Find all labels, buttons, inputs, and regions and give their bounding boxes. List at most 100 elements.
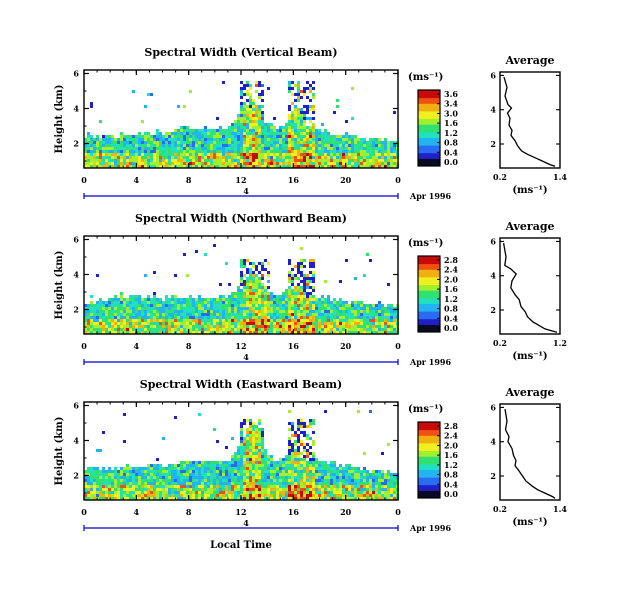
heatmap-cell: [255, 455, 258, 458]
heatmap-cell: [279, 150, 282, 153]
heatmap-cell: [309, 271, 312, 274]
heatmap-cell: [255, 476, 258, 479]
heatmap-cell: [93, 153, 96, 156]
heatmap-cell: [273, 304, 276, 307]
heatmap-cell: [270, 138, 273, 141]
heatmap-cell: [258, 304, 261, 307]
heatmap-cell: [249, 126, 252, 129]
heatmap-cell: [144, 159, 147, 162]
heatmap-cell: [144, 479, 147, 482]
heatmap-cell: [369, 494, 372, 497]
heatmap-cell: [291, 494, 294, 497]
heatmap-cell: [165, 132, 168, 135]
heatmap-cell: [333, 331, 336, 334]
heatmap-cell: [165, 162, 168, 165]
heatmap-cell: [291, 313, 294, 316]
heatmap-cell: [153, 271, 156, 274]
heatmap-cell: [117, 316, 120, 319]
heatmap-cell: [210, 156, 213, 159]
heatmap-cell: [393, 319, 396, 322]
heatmap-cell: [156, 458, 159, 461]
heatmap-cell: [162, 473, 165, 476]
heatmap-cell: [261, 461, 264, 464]
heatmap-cell: [120, 328, 123, 331]
heatmap-cell: [219, 126, 222, 129]
heatmap-cell: [264, 307, 267, 310]
heatmap-cell: [378, 482, 381, 485]
heatmap-cell: [288, 162, 291, 165]
heatmap-cell: [156, 467, 159, 470]
heatmap-cell: [174, 464, 177, 467]
heatmap-cell: [183, 304, 186, 307]
heatmap-cell: [189, 304, 192, 307]
heatmap-cell: [162, 319, 165, 322]
heatmap-cell: [180, 156, 183, 159]
heatmap-cell: [303, 316, 306, 319]
colorbar-tick-label: 2.0: [444, 274, 458, 284]
heatmap-cell: [345, 301, 348, 304]
heatmap-cell: [201, 485, 204, 488]
heatmap-cell: [102, 316, 105, 319]
heatmap-cell: [87, 473, 90, 476]
heatmap-cell: [150, 156, 153, 159]
heatmap-cell: [348, 476, 351, 479]
heatmap-cell: [183, 162, 186, 165]
x-tick-label: 8: [186, 341, 192, 351]
heatmap-cell: [228, 464, 231, 467]
heatmap-cell: [393, 141, 396, 144]
heatmap-cell: [243, 455, 246, 458]
heatmap-cell: [240, 428, 243, 431]
heatmap-cell: [96, 313, 99, 316]
heatmap-cell: [324, 488, 327, 491]
heatmap-cell: [165, 482, 168, 485]
heatmap-cell: [306, 449, 309, 452]
heatmap-cell: [192, 319, 195, 322]
heatmap-cell: [306, 473, 309, 476]
heatmap-cell: [225, 446, 228, 449]
heatmap-cell: [348, 316, 351, 319]
average-frame: [499, 403, 561, 501]
heatmap-cell: [273, 328, 276, 331]
heatmap-cell: [261, 123, 264, 126]
heatmap-cell: [231, 298, 234, 301]
heatmap-cell: [87, 470, 90, 473]
heatmap-cell: [108, 144, 111, 147]
heatmap-cell: [273, 476, 276, 479]
heatmap-cell: [93, 165, 96, 168]
heatmap-cell: [177, 307, 180, 310]
heatmap-cell: [303, 141, 306, 144]
heatmap-cell: [240, 262, 243, 265]
heatmap-cell: [318, 129, 321, 132]
heatmap-cell: [306, 298, 309, 301]
heatmap-cell: [87, 153, 90, 156]
heatmap-cell: [351, 494, 354, 497]
heatmap-cell: [330, 135, 333, 138]
heatmap-cell: [144, 153, 147, 156]
heatmap-cell: [333, 491, 336, 494]
heatmap-cell: [120, 470, 123, 473]
heatmap-cell: [285, 464, 288, 467]
heatmap-cell: [249, 467, 252, 470]
heatmap-cell: [144, 310, 147, 313]
heatmap-cell: [240, 467, 243, 470]
heatmap-cell: [168, 162, 171, 165]
heatmap-cell: [135, 298, 138, 301]
heatmap-cell: [189, 461, 192, 464]
heatmap-cell: [168, 138, 171, 141]
heatmap-cell: [207, 310, 210, 313]
heatmap-cell: [162, 165, 165, 168]
heatmap-cell: [201, 153, 204, 156]
heatmap-cell: [276, 304, 279, 307]
heatmap-cell: [249, 452, 252, 455]
heatmap-cell: [204, 316, 207, 319]
heatmap-cell: [159, 165, 162, 168]
heatmap-cell: [198, 482, 201, 485]
heatmap-cell: [315, 322, 318, 325]
heatmap-cell: [258, 165, 261, 168]
heatmap-cell: [342, 144, 345, 147]
heatmap-cell: [366, 325, 369, 328]
heatmap-cell: [351, 319, 354, 322]
heatmap-cell: [198, 316, 201, 319]
heatmap-cell: [318, 473, 321, 476]
heatmap-cell: [246, 428, 249, 431]
